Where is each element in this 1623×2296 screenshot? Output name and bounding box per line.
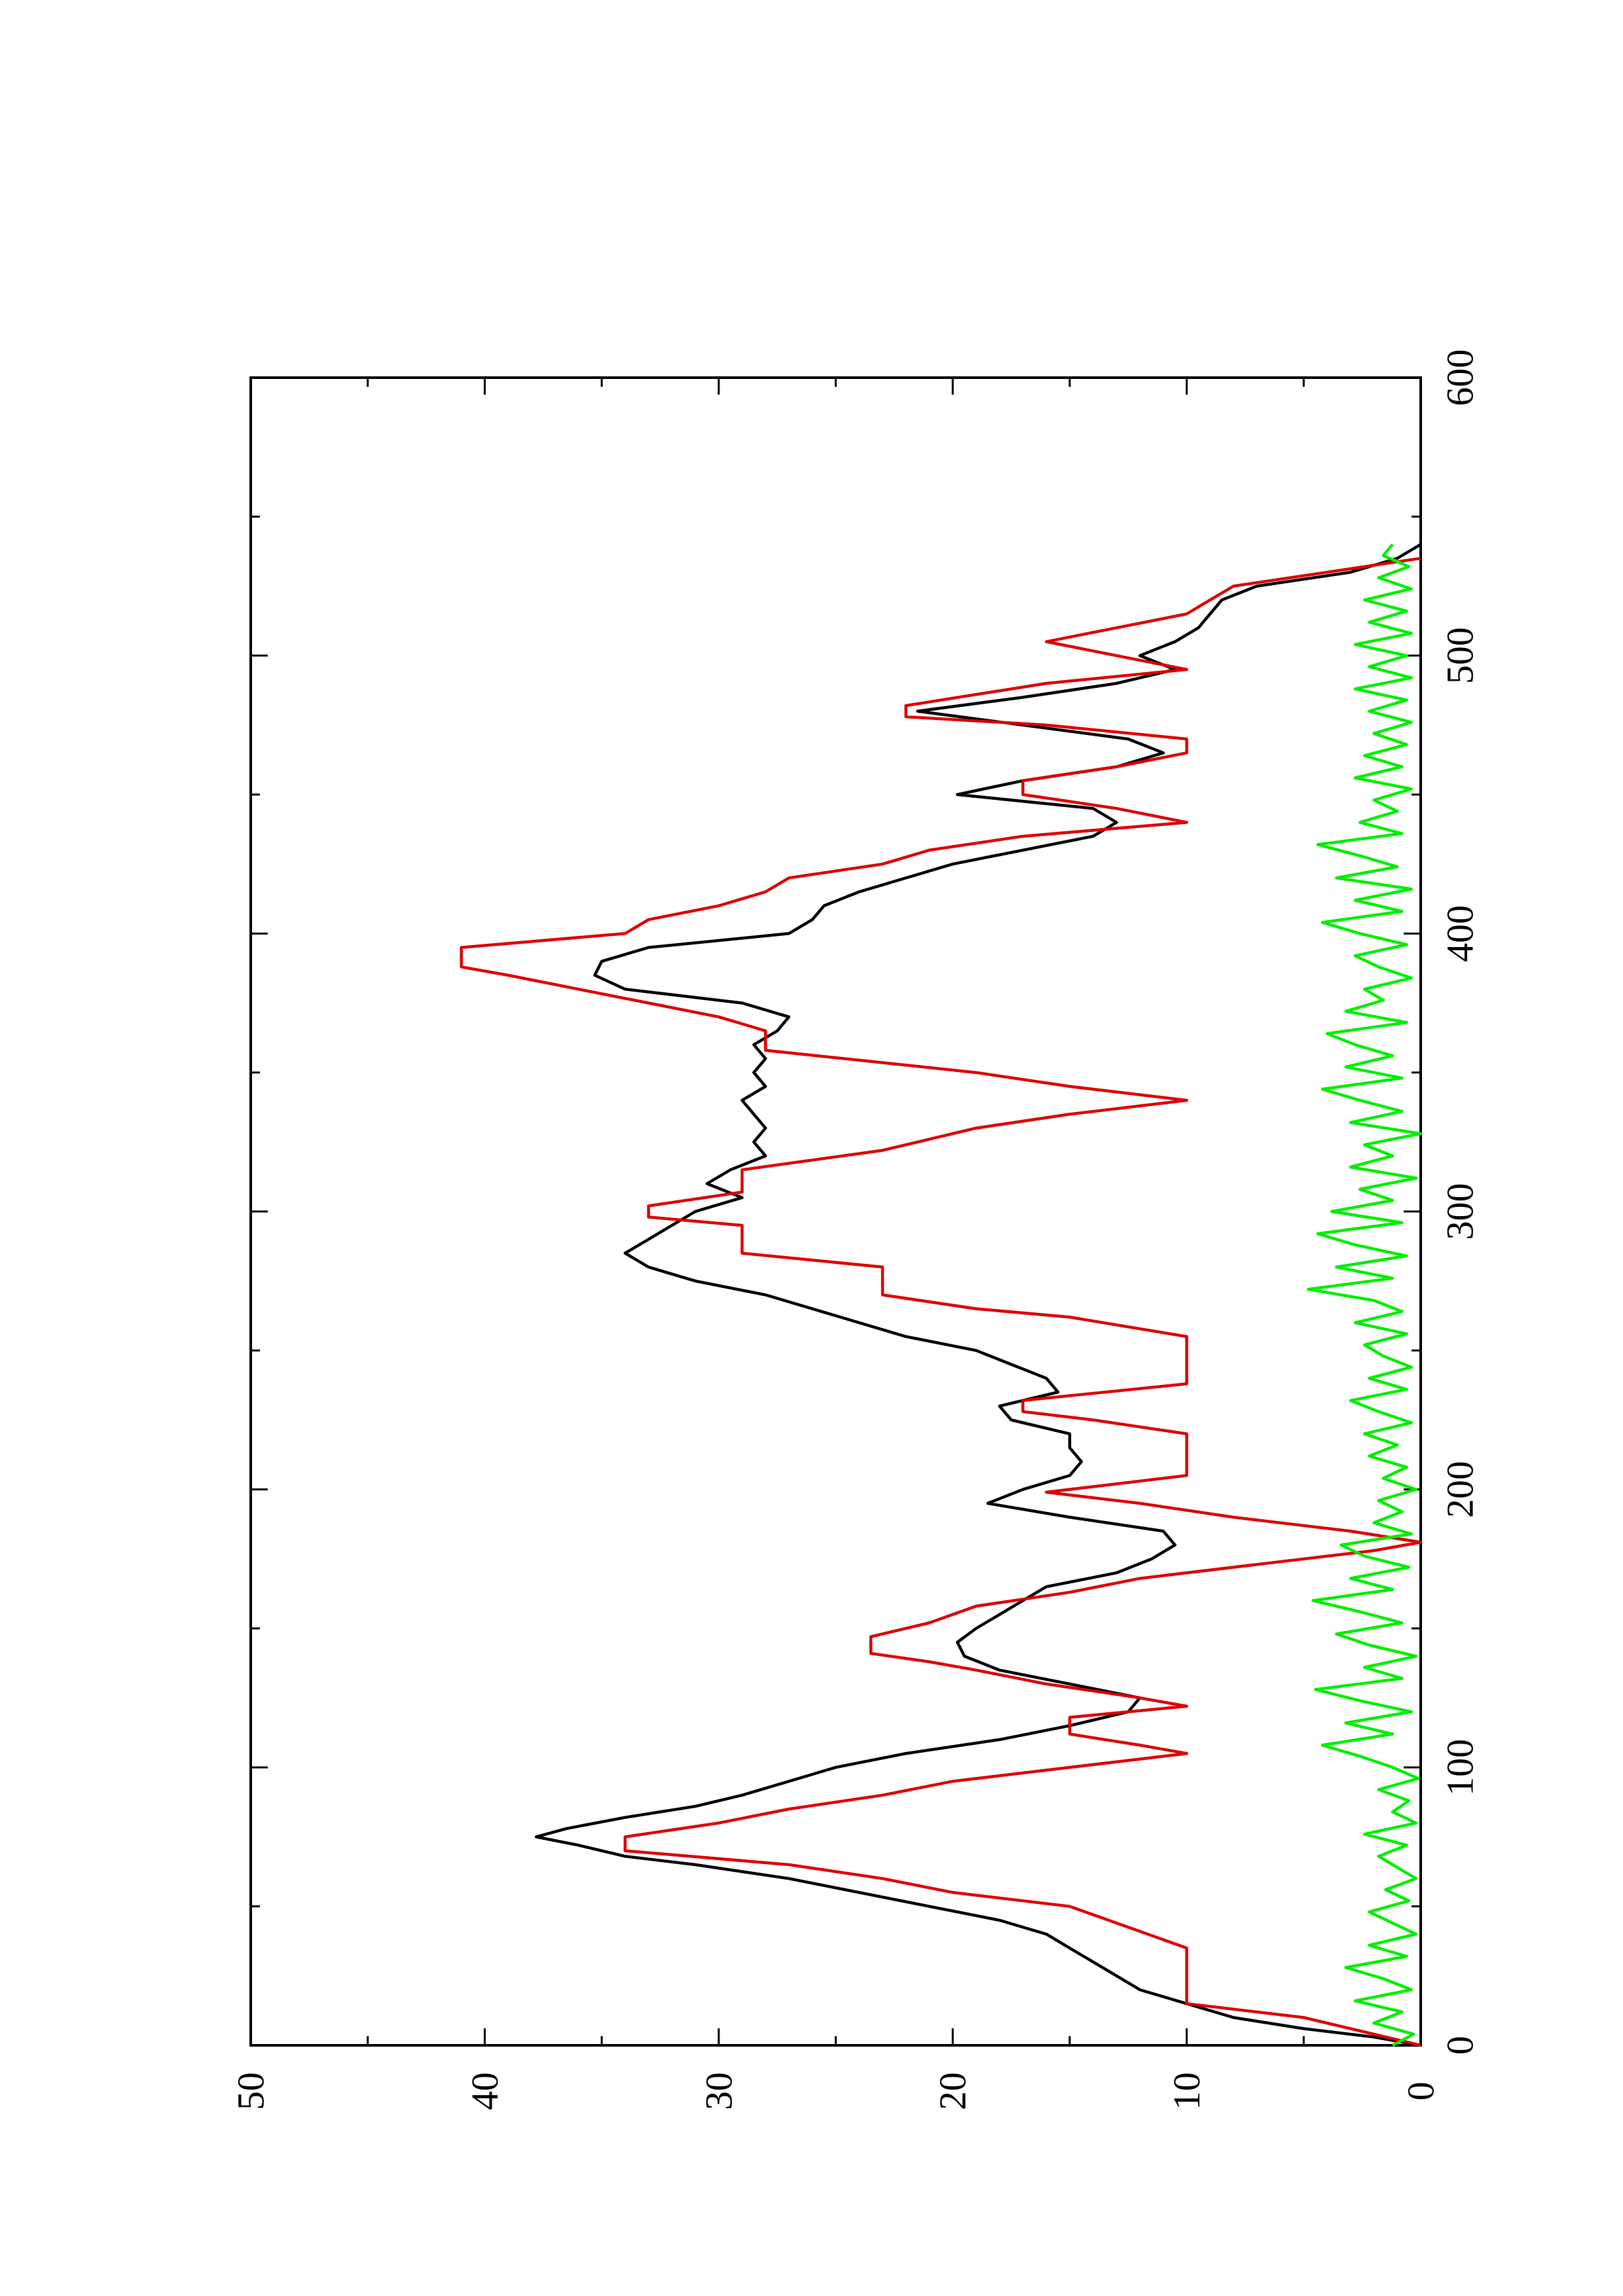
axis-ticks bbox=[249, 376, 1422, 2047]
x-tick-label: 0 bbox=[1439, 2036, 1482, 2055]
axis-tick-labels: 0 100 200 300 400 500 600 0 10 20 30 40 50 bbox=[230, 350, 1482, 2111]
y-tick-label: 50 bbox=[230, 2072, 272, 2110]
y-tick-label: 30 bbox=[697, 2072, 740, 2110]
plot-frame bbox=[249, 376, 1422, 2047]
y-tick-label: 40 bbox=[464, 2072, 506, 2110]
series-black-line bbox=[534, 543, 1422, 2047]
x-tick-label: 500 bbox=[1439, 627, 1482, 684]
x-tick-label: 600 bbox=[1439, 350, 1482, 406]
x-tick-label: 100 bbox=[1439, 1739, 1482, 1796]
series-green-line bbox=[1307, 543, 1423, 2047]
series-red-line bbox=[460, 556, 1423, 2047]
series-layer bbox=[460, 543, 1423, 2047]
x-tick-label: 400 bbox=[1439, 905, 1482, 962]
x-tick-label: 200 bbox=[1439, 1461, 1482, 1518]
x-tick-label: 300 bbox=[1439, 1183, 1482, 1240]
y-tick-label: 20 bbox=[932, 2072, 974, 2110]
y-tick-label: 0 bbox=[1400, 2082, 1442, 2101]
y-tick-label: 10 bbox=[1165, 2072, 1208, 2110]
